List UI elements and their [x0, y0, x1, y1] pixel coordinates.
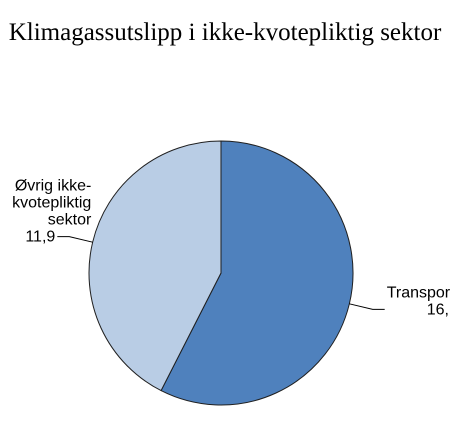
pie-slices — [88, 140, 354, 406]
slice-name-label: Øvrig ikke- — [15, 178, 91, 195]
slice-label-1: Øvrig ikke-kvotepliktig sektor 11,9 — [12, 178, 92, 246]
leader-line-1 — [57, 236, 93, 243]
slice-name-label: kvotepliktig — [12, 195, 91, 212]
slice-name-label: sektor — [48, 212, 92, 229]
slice-value-label: 11,9 — [25, 229, 55, 246]
chart-title: Klimagassutslipp i ikke-kvotepliktig sek… — [9, 19, 442, 46]
pie-slice-1 — [88, 140, 222, 392]
leader-line-0 — [349, 303, 385, 310]
slice-name-label: Transport — [387, 284, 450, 301]
slice-value-label: 16,1 — [427, 301, 450, 318]
